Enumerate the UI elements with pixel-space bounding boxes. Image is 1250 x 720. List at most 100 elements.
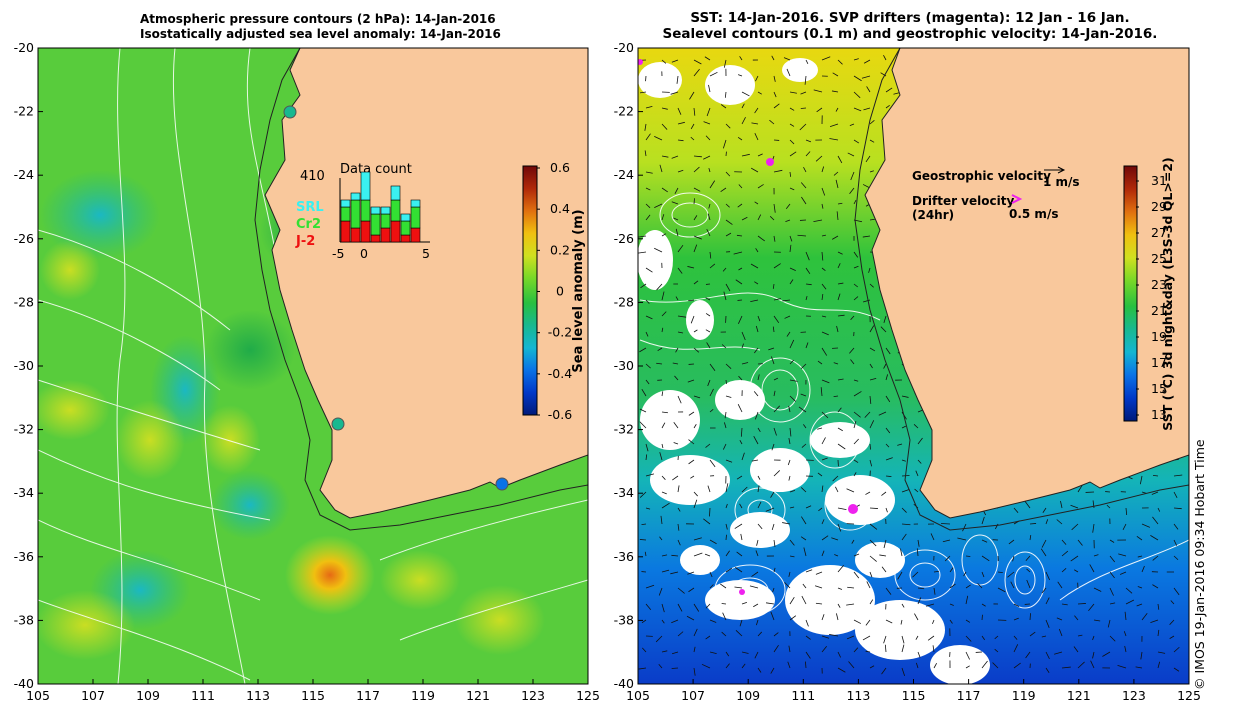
velocity-arrow — [642, 647, 647, 653]
velocity-arrow — [965, 665, 970, 669]
inset-bar-7-j2 — [410, 227, 421, 243]
velocity-arrow — [773, 75, 776, 82]
sea-level-colorbar-label: Sea level anomaly (m) — [571, 209, 586, 372]
velocity-arrow — [645, 507, 651, 510]
drifter-arrow-icon — [1011, 194, 1023, 204]
velocity-arrow — [644, 551, 647, 557]
velocity-arrow — [725, 651, 730, 657]
velocity-arrow — [901, 667, 906, 676]
velocity-arrow — [853, 91, 861, 99]
velocity-arrow — [757, 427, 761, 433]
velocity-arrow — [932, 645, 935, 653]
left-anomaly-blobs — [38, 170, 545, 660]
velocity-arrow — [883, 539, 887, 549]
velocity-arrow — [741, 331, 746, 341]
velocity-arrow — [933, 587, 936, 595]
velocity-arrow — [816, 107, 823, 113]
velocity-arrow — [850, 171, 855, 181]
velocity-arrow — [801, 516, 807, 525]
velocity-arrow — [869, 377, 877, 381]
velocity-arrow — [705, 135, 711, 141]
velocity-arrow — [751, 122, 759, 125]
velocity-arrow — [789, 427, 792, 437]
velocity-arrow — [772, 587, 775, 593]
velocity-arrow — [818, 507, 823, 512]
velocity-arrow — [749, 585, 759, 589]
velocity-arrow — [915, 662, 919, 669]
velocity-arrow — [917, 587, 925, 590]
velocity-arrow — [849, 123, 855, 126]
velocity-arrow — [1173, 474, 1183, 477]
cbLeftTicks-label-3: 0 — [556, 284, 564, 299]
velocity-arrow — [645, 473, 655, 477]
velocity-arrow — [880, 326, 887, 333]
velocity-arrow — [736, 475, 743, 480]
velocity-arrow — [757, 184, 764, 189]
velocity-arrow — [869, 555, 877, 562]
lon-label-1-8: 121 — [1067, 688, 1091, 703]
velocity-arrow — [671, 651, 679, 655]
velocity-arrow — [709, 409, 714, 413]
velocity-arrow — [1150, 535, 1159, 541]
velocity-arrow — [741, 362, 749, 365]
velocity-arrow — [821, 457, 828, 461]
velocity-arrow — [1124, 645, 1127, 653]
velocity-arrow — [693, 244, 698, 253]
velocity-arrow — [1010, 581, 1015, 589]
velocity-arrow — [741, 91, 750, 97]
velocity-arrow — [688, 439, 695, 445]
velocity-arrow — [901, 507, 907, 513]
velocity-arrow — [773, 632, 779, 637]
velocity-arrow — [753, 603, 759, 608]
velocity-arrow — [686, 615, 695, 621]
velocity-arrow — [1169, 635, 1175, 639]
velocity-arrow — [831, 90, 839, 93]
inset-bar-3-cr2 — [370, 213, 381, 236]
velocity-arrow — [703, 121, 711, 125]
lat-label-0-9: -38 — [14, 612, 34, 627]
velocity-arrow — [944, 555, 951, 562]
velocity-arrow — [670, 91, 679, 95]
velocity-arrow — [869, 420, 875, 429]
velocity-arrow — [735, 567, 743, 573]
lat-label-0-3: -26 — [14, 231, 34, 246]
velocity-arrow — [644, 123, 647, 131]
velocity-arrow — [754, 132, 759, 141]
velocity-arrow — [963, 571, 967, 577]
velocity-arrow — [645, 443, 649, 452]
velocity-arrow — [645, 363, 651, 369]
velocity-arrow — [853, 553, 860, 557]
velocity-arrow — [1077, 603, 1086, 605]
velocity-arrow — [709, 459, 716, 468]
velocity-arrow — [693, 552, 703, 557]
velocity-arrow — [788, 475, 791, 481]
velocity-arrow — [1012, 555, 1015, 562]
inset-bar-4-cr2 — [380, 213, 391, 229]
velocity-arrow — [869, 283, 874, 288]
velocity-arrow — [1118, 553, 1127, 557]
velocity-arrow — [755, 550, 759, 557]
cbLeftTicks-label-4: -0.2 — [548, 325, 572, 340]
velocity-arrow — [709, 251, 712, 259]
velocity-arrow — [803, 424, 807, 429]
velocity-arrow — [1013, 507, 1019, 513]
velocity-arrow — [1026, 579, 1031, 589]
lon-label-0-8: 121 — [466, 688, 490, 703]
lat-label-1-2: -24 — [614, 167, 634, 182]
velocity-arrow — [805, 295, 808, 301]
velocity-arrow — [853, 107, 862, 112]
velocity-arrow — [645, 584, 655, 589]
velocity-arrow — [821, 519, 825, 525]
drifter-velocity-value: 0.5 m/s — [1009, 207, 1058, 221]
velocity-arrow — [1026, 568, 1031, 573]
velocity-arrow — [671, 619, 679, 624]
velocity-arrow — [707, 379, 711, 387]
velocity-arrow — [846, 635, 855, 640]
velocity-arrow — [817, 427, 823, 430]
velocity-arrow — [1040, 548, 1047, 557]
velocity-arrow — [1061, 603, 1068, 606]
lat-label-0-2: -24 — [14, 167, 34, 182]
velocity-arrow — [693, 424, 697, 429]
velocity-arrow — [693, 667, 696, 676]
velocity-arrow — [722, 612, 727, 621]
